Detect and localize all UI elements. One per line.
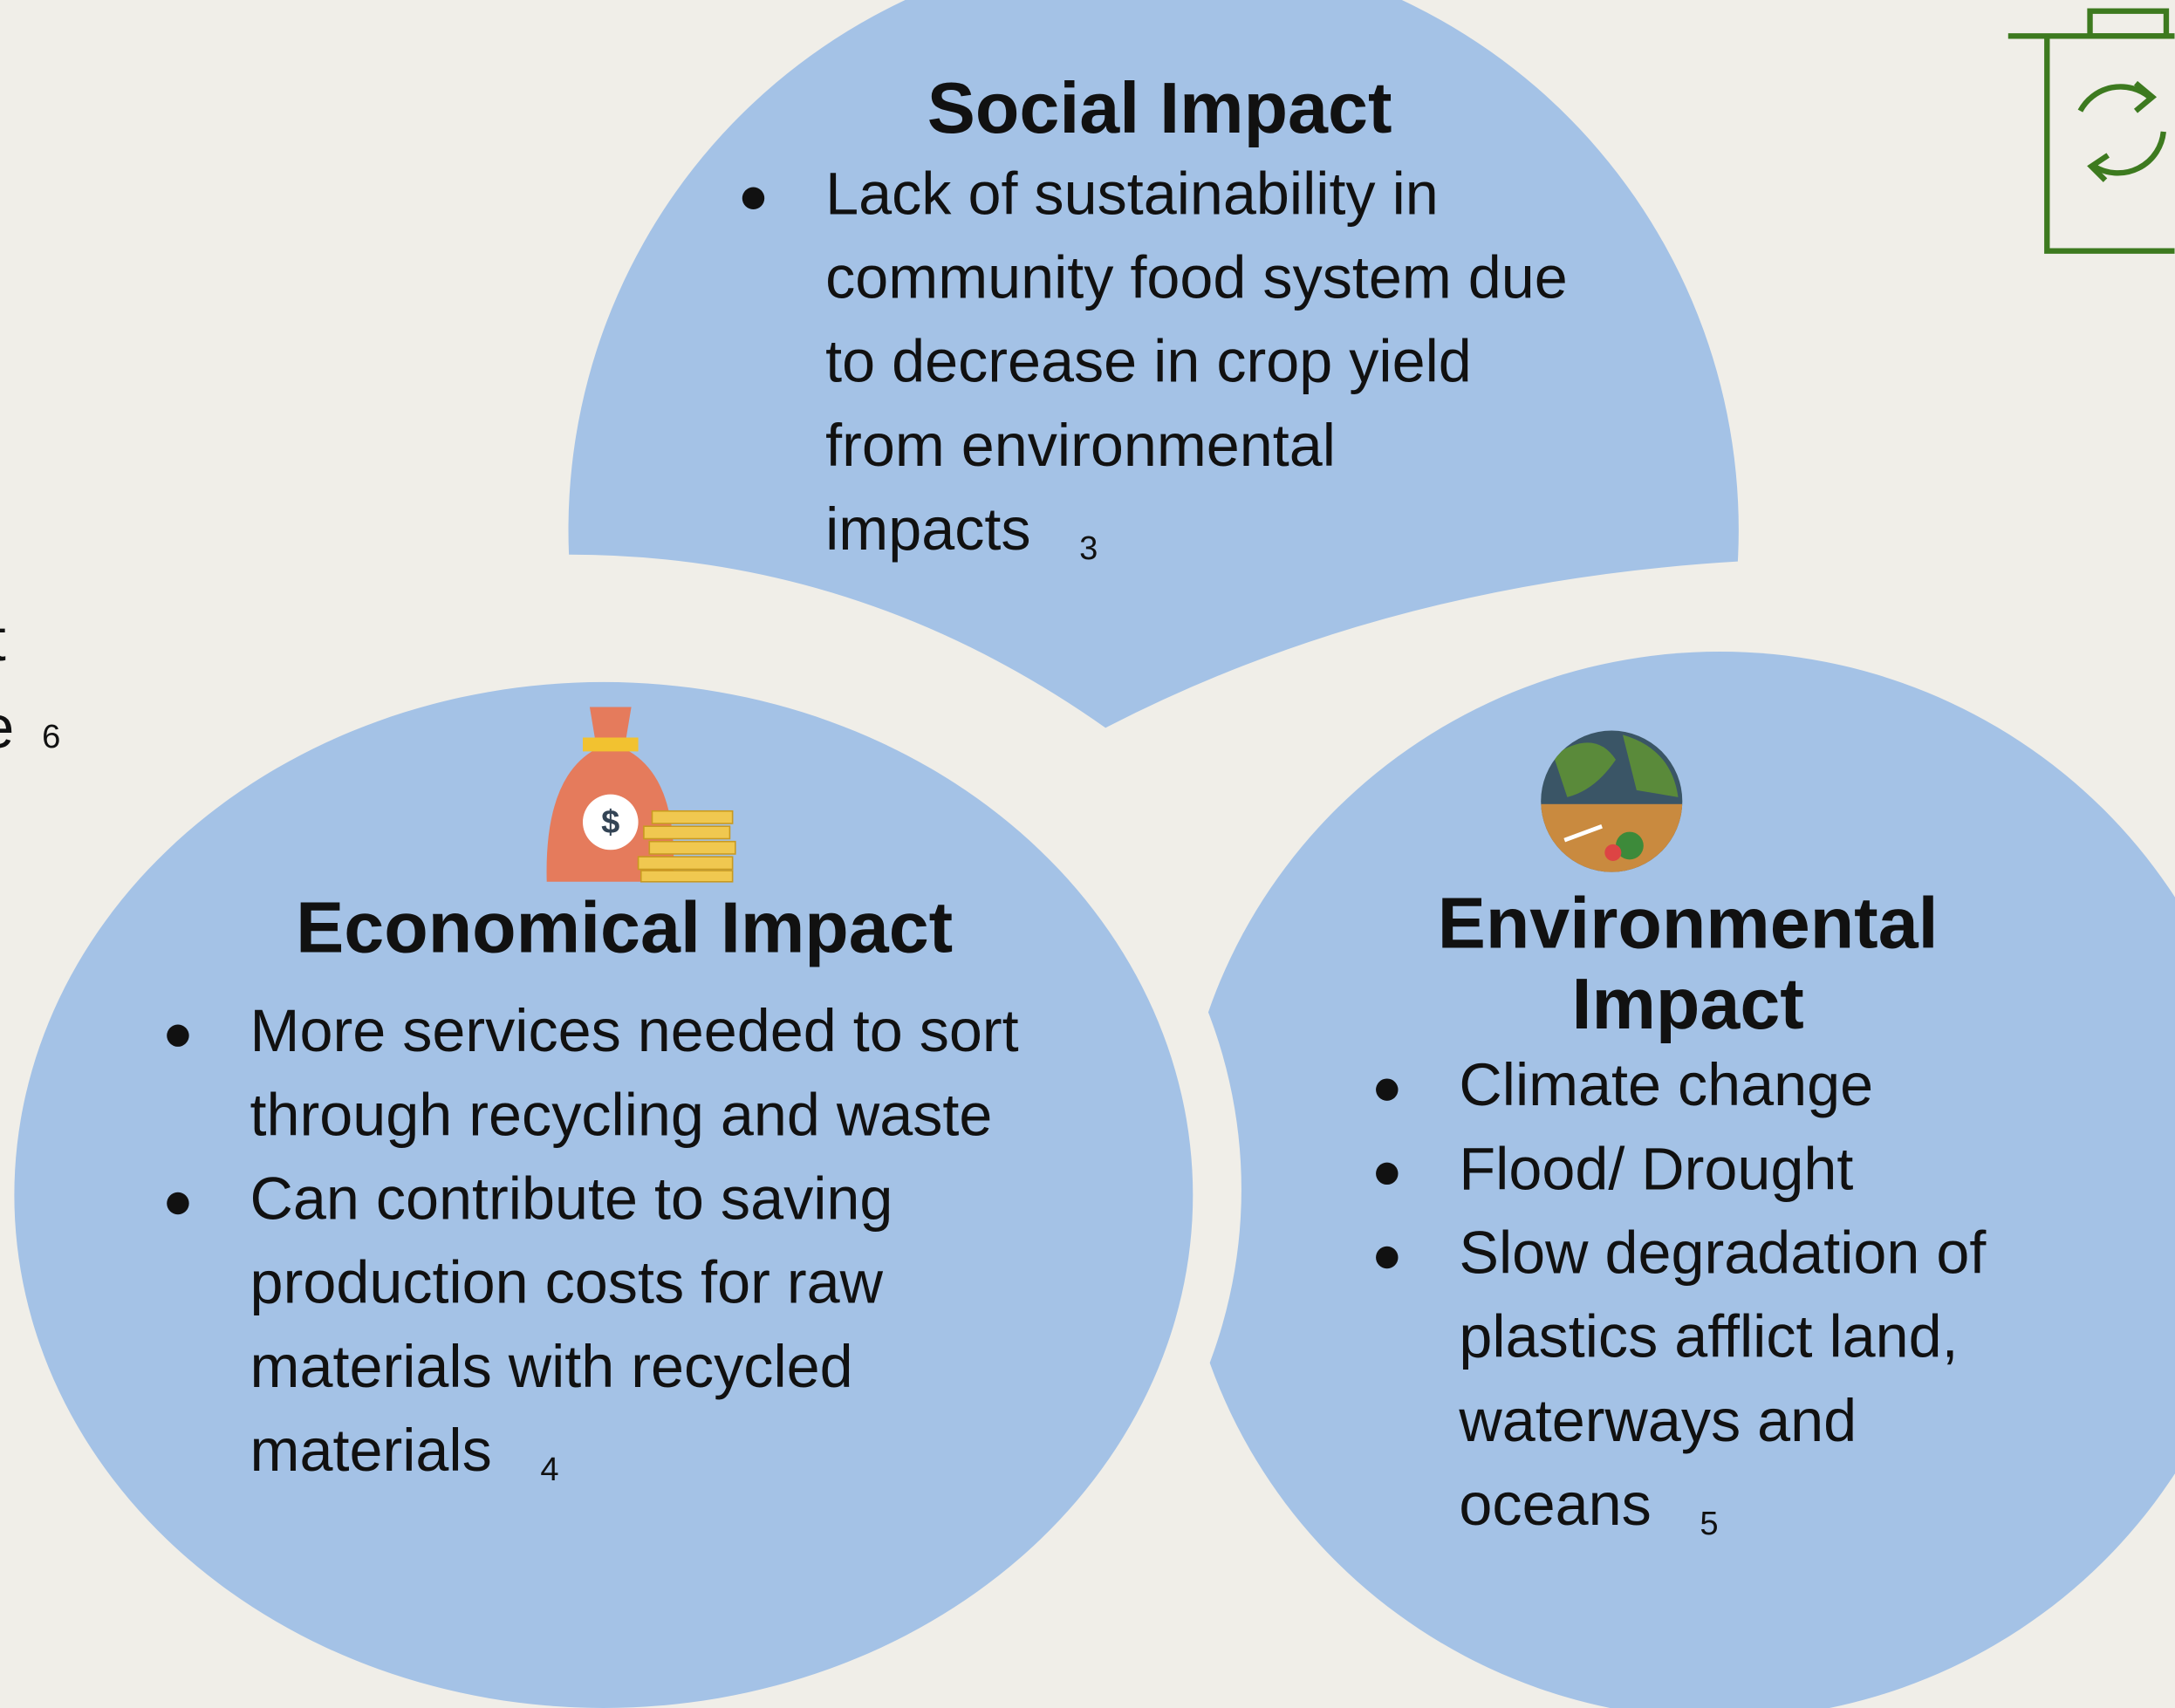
bullet-line: plastics afflict land, (1459, 1304, 1958, 1370)
footnote: 4 (540, 1451, 558, 1488)
bullet-line: materials with recycled (250, 1334, 853, 1400)
bullet-dot (167, 1192, 188, 1214)
left-fragment: e (0, 694, 14, 761)
bullet-line: impacts (825, 496, 1030, 563)
bullet-line: Climate change (1459, 1052, 1873, 1118)
bullet-line: community food system due (825, 244, 1568, 311)
bullet-dot (1376, 1078, 1398, 1100)
bullet-dot (167, 1024, 188, 1046)
footnote: 6 (42, 718, 60, 755)
footnote: 3 (1079, 529, 1098, 567)
bullet-line: Lack of sustainability in (825, 161, 1439, 227)
bullet-line: waterways and (1458, 1388, 1857, 1454)
bullet-dot (742, 188, 764, 209)
bullet-line: More services needed to sort (250, 998, 1019, 1064)
section-title: Environmental (1438, 883, 1939, 964)
bullet-line: Slow degradation of (1459, 1220, 1987, 1287)
bullet-line: from environmental (825, 413, 1336, 479)
bullet-line: oceans (1459, 1472, 1651, 1538)
bullet-line: materials (250, 1418, 492, 1484)
bullet-line: production costs for raw (250, 1250, 884, 1316)
bullet-line: Flood/ Drought (1459, 1136, 1853, 1202)
svg-text:$: $ (601, 803, 619, 841)
bullet-line: through recycling and waste (250, 1082, 993, 1148)
section-title: Social Impact (927, 67, 1392, 148)
diagram: $ Social Impact Lack of sustainability in… (0, 0, 2175, 1708)
left-fragment: t (0, 607, 6, 673)
bullet-line: Can contribute to saving (250, 1166, 893, 1233)
bullet-dot (1376, 1247, 1398, 1268)
bullet-dot (1376, 1163, 1398, 1185)
bullet-line: to decrease in crop yield (825, 329, 1472, 395)
footnote: 5 (1700, 1505, 1718, 1542)
section-title: Economical Impact (296, 886, 953, 967)
section-title: Impact (1572, 963, 1804, 1044)
page: $ Social Impact Lack of sustainability in… (0, 0, 2175, 1708)
